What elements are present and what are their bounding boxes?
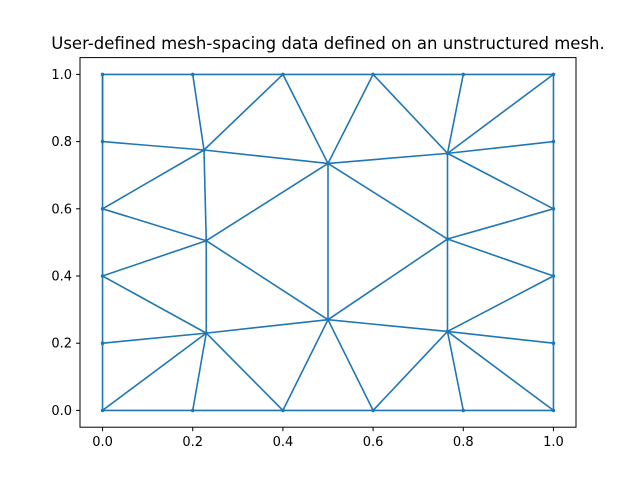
y-tick-label-0: 0.0 bbox=[51, 404, 72, 419]
mesh-node-14 bbox=[190, 72, 195, 77]
mesh-node-6 bbox=[551, 341, 556, 346]
y-tick-label-3: 0.6 bbox=[51, 202, 72, 217]
mesh-edge-47 bbox=[191, 73, 205, 151]
axes-frame bbox=[79, 57, 577, 428]
mesh-node-0 bbox=[100, 408, 105, 413]
mesh-edge-36 bbox=[101, 208, 208, 242]
mesh-edge-27 bbox=[205, 318, 329, 334]
mesh-edge-50 bbox=[203, 149, 208, 242]
mesh-edge-32 bbox=[446, 330, 555, 345]
mesh-edge-38 bbox=[327, 238, 449, 321]
mesh-node-27 bbox=[445, 151, 450, 156]
mesh-edge-43 bbox=[327, 162, 449, 240]
mesh-edge-53 bbox=[327, 73, 374, 165]
mesh-node-1 bbox=[190, 408, 195, 413]
mesh-node-9 bbox=[551, 139, 556, 144]
mesh-edge-56 bbox=[446, 73, 465, 155]
mesh-edge-41 bbox=[446, 208, 555, 240]
y-tick-label-4: 0.8 bbox=[51, 135, 72, 150]
mesh-node-11 bbox=[461, 72, 466, 77]
mesh-edge-33 bbox=[446, 275, 555, 333]
mesh-node-10 bbox=[551, 72, 556, 77]
mesh-edge-26 bbox=[327, 318, 374, 412]
mesh-edge-54 bbox=[327, 152, 449, 165]
x-tick-label-3: 0.6 bbox=[363, 435, 384, 450]
mesh-edge-29 bbox=[446, 330, 465, 412]
mesh-node-24 bbox=[445, 237, 450, 241]
mesh-node-12 bbox=[371, 72, 375, 77]
mesh-edge-21 bbox=[191, 332, 208, 412]
mesh-edge-35 bbox=[101, 239, 208, 277]
mesh-edge-20 bbox=[101, 332, 208, 412]
x-tick-label-0: 0.0 bbox=[92, 435, 113, 450]
mesh-node-2 bbox=[281, 408, 285, 413]
mesh-node-17 bbox=[100, 207, 105, 211]
mesh-edge-25 bbox=[282, 318, 329, 412]
x-tick-label-4: 0.8 bbox=[453, 435, 474, 450]
mesh-edge-31 bbox=[446, 330, 555, 412]
mesh-edge-24 bbox=[205, 332, 284, 412]
y-tick-label-2: 0.4 bbox=[51, 270, 72, 285]
mesh-edge-49 bbox=[203, 73, 284, 151]
mesh-edges bbox=[101, 73, 555, 412]
mesh-nodes bbox=[100, 72, 556, 413]
mesh-edge-55 bbox=[372, 73, 449, 155]
mesh-edge-22 bbox=[101, 332, 208, 345]
mesh-node-20 bbox=[204, 331, 209, 335]
mesh-node-8 bbox=[551, 207, 556, 211]
mesh-node-18 bbox=[100, 274, 105, 278]
chart-title: User-defined mesh-spacing data defined o… bbox=[51, 34, 605, 53]
mesh-node-21 bbox=[326, 317, 330, 322]
mesh-edge-37 bbox=[205, 239, 329, 321]
y-tick-label-1: 0.2 bbox=[51, 337, 72, 352]
y-axis-ticks: 0.0 0.2 0.4 0.6 0.8 1.0 bbox=[51, 68, 80, 419]
mesh-edge-28 bbox=[372, 330, 449, 412]
mesh-node-13 bbox=[281, 72, 285, 77]
mesh-node-3 bbox=[371, 408, 375, 413]
mesh-edge-46 bbox=[101, 140, 205, 151]
mesh-node-23 bbox=[204, 238, 209, 243]
mesh-edge-45 bbox=[101, 149, 205, 210]
x-axis-ticks: 0.0 0.2 0.4 0.6 0.8 1.0 bbox=[92, 427, 564, 450]
mesh-node-4 bbox=[461, 408, 466, 413]
mesh-edge-30 bbox=[327, 318, 449, 333]
mesh-edge-57 bbox=[446, 73, 555, 155]
x-tick-label-5: 1.0 bbox=[543, 435, 564, 450]
mesh-node-7 bbox=[551, 274, 556, 278]
mesh-node-5 bbox=[551, 408, 556, 413]
mesh-node-25 bbox=[202, 148, 206, 152]
mesh-edge-23 bbox=[101, 275, 208, 334]
mesh-edge-59 bbox=[446, 152, 555, 210]
mesh-node-16 bbox=[100, 139, 105, 144]
mesh-node-26 bbox=[326, 161, 330, 166]
mesh-node-15 bbox=[100, 72, 105, 77]
mesh-edge-42 bbox=[205, 162, 329, 242]
mesh-edge-52 bbox=[282, 73, 329, 165]
mesh-edge-51 bbox=[203, 149, 329, 165]
mesh-edge-58 bbox=[446, 140, 555, 155]
mesh-edge-40 bbox=[446, 238, 555, 277]
mesh-node-19 bbox=[100, 341, 105, 346]
mesh-node-22 bbox=[445, 329, 450, 334]
x-tick-label-2: 0.4 bbox=[273, 435, 294, 450]
x-tick-label-1: 0.2 bbox=[182, 435, 203, 450]
y-tick-label-5: 1.0 bbox=[51, 68, 72, 83]
